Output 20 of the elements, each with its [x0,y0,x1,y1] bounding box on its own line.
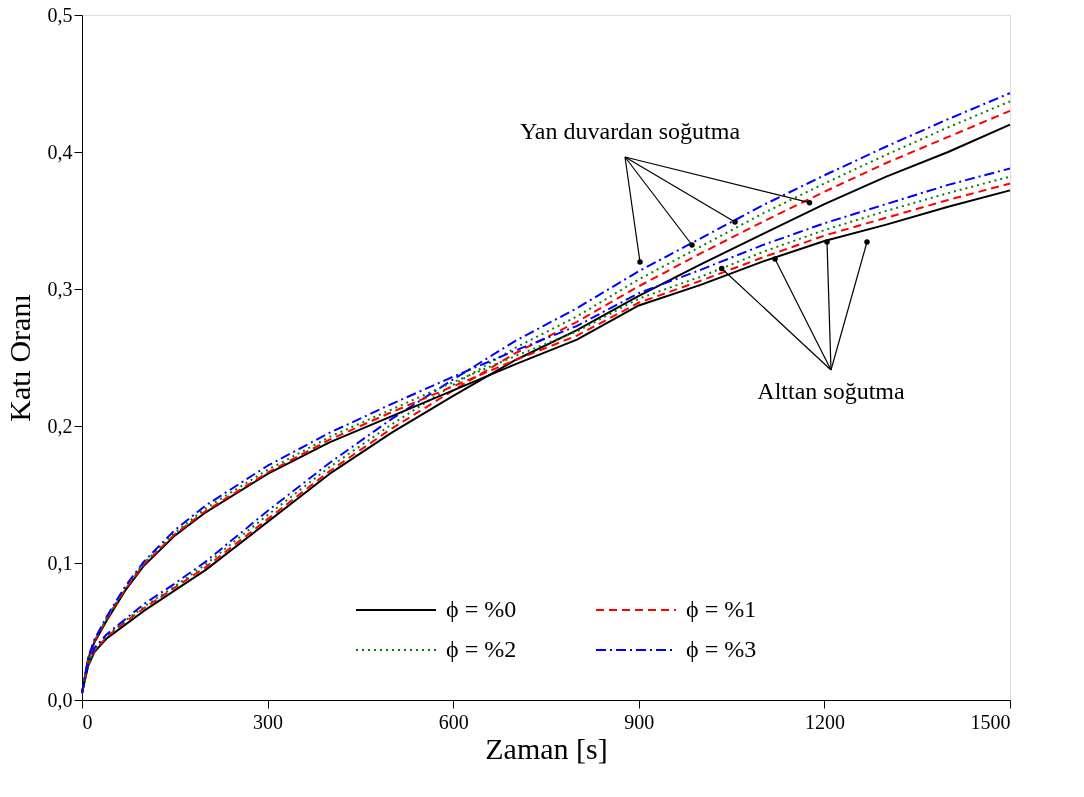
legend-label: ϕ = %3 [686,636,757,662]
y-tick-label: 0,2 [47,414,73,437]
legend-label: ϕ = %1 [686,596,757,622]
y-tick-label: 0,3 [47,277,73,300]
legend-label: ϕ = %0 [446,596,517,622]
x-tick-label: 1500 [970,710,1011,733]
x-tick-label: 300 [253,710,284,733]
y-tick-label: 0,5 [47,3,73,26]
legend-label: ϕ = %2 [446,636,517,662]
x-tick-label: 900 [624,710,655,733]
y-tick-label: 0,0 [47,688,73,711]
x-tick-label: 1200 [804,710,845,733]
y-tick-label: 0,4 [47,140,73,163]
x-tick-label: 0 [82,710,93,733]
x-tick-label: 600 [438,710,469,733]
y-axis-title: Katı Oranı [2,294,36,422]
y-tick-label: 0,1 [47,551,73,574]
annotation: Yan duvardan soğutma [519,118,741,144]
x-axis-title: Zaman [s] [485,731,608,765]
annotation: Alttan soğutma [757,378,905,404]
